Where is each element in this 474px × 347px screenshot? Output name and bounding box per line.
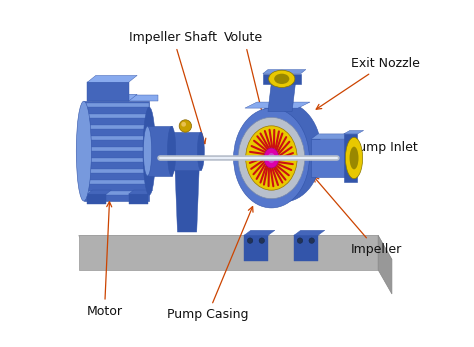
Polygon shape — [84, 158, 149, 162]
Polygon shape — [84, 114, 149, 118]
Ellipse shape — [269, 70, 295, 87]
Polygon shape — [79, 236, 378, 270]
Ellipse shape — [234, 108, 310, 208]
Polygon shape — [79, 236, 392, 260]
Text: Volute: Volute — [224, 31, 272, 147]
Ellipse shape — [76, 101, 91, 201]
Polygon shape — [263, 74, 301, 84]
Polygon shape — [84, 191, 149, 195]
Text: Exit Nozzle: Exit Nozzle — [316, 57, 419, 109]
Ellipse shape — [143, 126, 152, 176]
Polygon shape — [128, 190, 153, 194]
Polygon shape — [87, 190, 111, 194]
Text: Impeller: Impeller — [314, 177, 402, 256]
Polygon shape — [84, 147, 149, 151]
Polygon shape — [84, 180, 149, 184]
Ellipse shape — [268, 153, 275, 163]
Polygon shape — [294, 230, 325, 236]
Ellipse shape — [167, 126, 176, 176]
Ellipse shape — [179, 120, 191, 132]
Ellipse shape — [181, 122, 186, 127]
Polygon shape — [128, 194, 147, 204]
Ellipse shape — [346, 137, 363, 179]
Polygon shape — [84, 169, 149, 173]
Ellipse shape — [246, 126, 297, 190]
Polygon shape — [311, 139, 351, 177]
Polygon shape — [263, 69, 306, 74]
Polygon shape — [173, 132, 201, 170]
Polygon shape — [84, 125, 149, 129]
Polygon shape — [344, 134, 357, 182]
Text: Pump Inlet: Pump Inlet — [347, 141, 417, 156]
Polygon shape — [147, 126, 172, 176]
Text: Motor: Motor — [86, 202, 122, 318]
Polygon shape — [378, 236, 392, 294]
Polygon shape — [84, 103, 149, 107]
Ellipse shape — [238, 117, 305, 199]
Polygon shape — [311, 134, 357, 139]
Polygon shape — [84, 136, 149, 140]
Polygon shape — [294, 236, 318, 261]
Polygon shape — [244, 230, 275, 236]
Text: Pump Casing: Pump Casing — [167, 206, 253, 321]
Polygon shape — [87, 194, 106, 204]
Polygon shape — [87, 75, 137, 82]
Ellipse shape — [274, 74, 289, 84]
Ellipse shape — [247, 238, 253, 243]
Ellipse shape — [349, 147, 358, 169]
Polygon shape — [344, 130, 364, 134]
Polygon shape — [175, 170, 199, 232]
Polygon shape — [84, 101, 149, 201]
Polygon shape — [92, 95, 158, 101]
Ellipse shape — [297, 238, 303, 243]
Ellipse shape — [197, 132, 204, 170]
Ellipse shape — [246, 102, 321, 202]
Ellipse shape — [309, 238, 314, 243]
Polygon shape — [87, 82, 128, 101]
Ellipse shape — [264, 148, 279, 168]
Ellipse shape — [259, 238, 264, 243]
Polygon shape — [245, 102, 310, 108]
Polygon shape — [244, 236, 268, 261]
Polygon shape — [87, 94, 137, 101]
Polygon shape — [268, 82, 295, 111]
Text: Impeller Shaft: Impeller Shaft — [129, 31, 217, 144]
Ellipse shape — [143, 107, 155, 195]
